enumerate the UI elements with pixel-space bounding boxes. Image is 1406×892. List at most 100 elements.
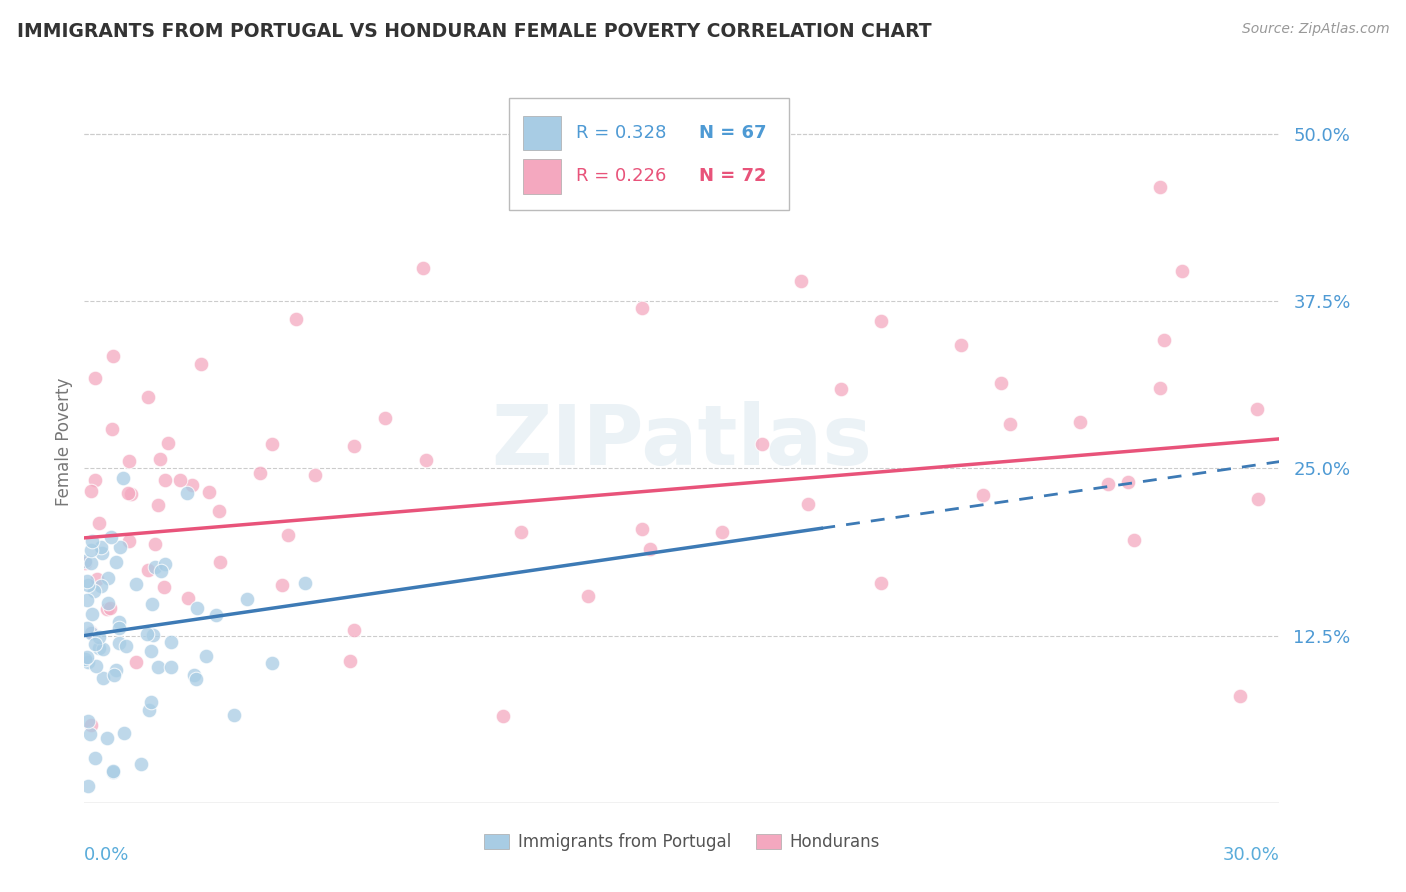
Point bbox=[638, 541, 661, 556]
Point bbox=[83, 583, 105, 598]
Point bbox=[249, 467, 271, 481]
Point bbox=[103, 667, 125, 681]
Point bbox=[108, 540, 131, 554]
Point bbox=[160, 659, 183, 673]
Point bbox=[262, 656, 284, 670]
Point bbox=[1097, 476, 1119, 491]
Point bbox=[176, 485, 198, 500]
Point bbox=[149, 452, 172, 467]
Point bbox=[108, 636, 131, 650]
Point bbox=[142, 628, 165, 642]
Point bbox=[73, 652, 96, 666]
Point bbox=[91, 546, 114, 560]
Point bbox=[112, 726, 135, 740]
Point bbox=[125, 656, 148, 670]
Text: IMMIGRANTS FROM PORTUGAL VS HONDURAN FEMALE POVERTY CORRELATION CHART: IMMIGRANTS FROM PORTUGAL VS HONDURAN FEM… bbox=[17, 22, 932, 41]
Point bbox=[118, 534, 141, 549]
FancyBboxPatch shape bbox=[523, 116, 561, 151]
Point bbox=[125, 577, 148, 591]
Point bbox=[118, 454, 141, 468]
Point bbox=[205, 607, 228, 622]
Point bbox=[80, 718, 103, 732]
Point bbox=[115, 639, 138, 653]
Text: ZIPatlas: ZIPatlas bbox=[492, 401, 872, 482]
Point bbox=[117, 486, 139, 500]
Point bbox=[790, 274, 813, 288]
Point bbox=[82, 533, 104, 548]
Point bbox=[77, 577, 100, 591]
Point bbox=[260, 436, 283, 450]
Point bbox=[374, 410, 396, 425]
Point bbox=[169, 473, 191, 487]
Point bbox=[141, 597, 163, 611]
Point bbox=[270, 578, 292, 592]
Point bbox=[412, 260, 434, 275]
Point bbox=[343, 439, 366, 453]
Point bbox=[120, 487, 142, 501]
Text: N = 67: N = 67 bbox=[699, 124, 766, 142]
Point bbox=[86, 573, 108, 587]
Point bbox=[177, 591, 200, 605]
Point bbox=[194, 649, 217, 664]
Point bbox=[190, 357, 212, 371]
Point bbox=[90, 579, 112, 593]
Point bbox=[91, 671, 114, 685]
Point bbox=[79, 543, 101, 558]
Point bbox=[108, 615, 131, 629]
Point bbox=[343, 623, 366, 637]
Point bbox=[1247, 492, 1270, 507]
Point bbox=[87, 630, 110, 644]
Point bbox=[1246, 401, 1268, 416]
Point bbox=[80, 624, 103, 639]
Point bbox=[76, 650, 98, 665]
Point bbox=[104, 663, 127, 677]
Point bbox=[198, 485, 221, 500]
Point bbox=[222, 707, 245, 722]
Point bbox=[79, 726, 101, 740]
Point bbox=[183, 667, 205, 681]
Point bbox=[1153, 333, 1175, 347]
Point bbox=[77, 714, 100, 729]
Point bbox=[492, 708, 515, 723]
Point bbox=[80, 607, 103, 622]
Point bbox=[143, 537, 166, 551]
Point bbox=[103, 764, 125, 778]
Text: N = 72: N = 72 bbox=[699, 168, 766, 186]
Point bbox=[285, 312, 308, 326]
Point bbox=[1171, 264, 1194, 278]
Point bbox=[76, 779, 98, 793]
Point bbox=[160, 635, 183, 649]
Point bbox=[277, 528, 299, 542]
Text: R = 0.328: R = 0.328 bbox=[575, 124, 666, 142]
Legend: Immigrants from Portugal, Hondurans: Immigrants from Portugal, Hondurans bbox=[475, 825, 889, 860]
Point bbox=[91, 642, 114, 657]
Point bbox=[153, 557, 176, 571]
Point bbox=[84, 751, 107, 765]
Point bbox=[949, 337, 972, 351]
Point bbox=[96, 731, 118, 746]
Point bbox=[304, 467, 326, 482]
Point bbox=[751, 437, 773, 451]
Point bbox=[146, 498, 169, 512]
Point bbox=[76, 621, 98, 635]
Point bbox=[186, 601, 208, 615]
Point bbox=[576, 589, 599, 603]
Point bbox=[136, 563, 159, 577]
Point bbox=[236, 591, 259, 606]
Point bbox=[97, 596, 120, 610]
Point bbox=[830, 382, 852, 396]
Point bbox=[1118, 475, 1140, 489]
Point bbox=[1229, 689, 1251, 703]
Point bbox=[870, 576, 893, 591]
Point bbox=[180, 477, 202, 491]
Point bbox=[870, 314, 893, 328]
Point bbox=[101, 422, 124, 436]
Y-axis label: Female Poverty: Female Poverty bbox=[55, 377, 73, 506]
Point bbox=[135, 627, 157, 641]
Point bbox=[97, 571, 120, 585]
Point bbox=[797, 497, 820, 511]
Text: 30.0%: 30.0% bbox=[1223, 847, 1279, 864]
Point bbox=[84, 659, 107, 673]
Point bbox=[77, 655, 100, 669]
Point bbox=[153, 580, 176, 594]
